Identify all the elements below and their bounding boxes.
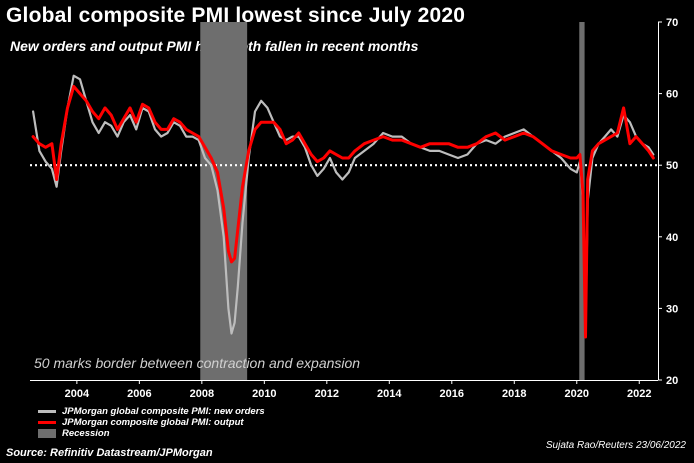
source-note: Source: Refinitiv Datastream/JPMorgan [6,447,213,459]
legend-item-new-orders: JPMorgan global composite PMI: new order… [38,406,265,417]
x-tick-label-2004: 2004 [65,388,90,400]
x-tick-label-2020: 2020 [565,388,589,400]
recession-bands [200,22,585,380]
y-tick-label-40: 40 [666,232,678,244]
y-tick-label-60: 60 [666,89,678,101]
x-tick-label-2008: 2008 [190,388,214,400]
x-tick-label-2022: 2022 [627,388,651,400]
y-tick-label-30: 30 [666,303,678,315]
legend-item-output: JPMorgan composite global PMI: output [38,417,265,428]
legend-swatch-recession [38,429,56,438]
x-tick-label-2012: 2012 [315,388,339,400]
legend-label-recession: Recession [62,428,110,439]
series-line-new-orders [31,74,655,335]
reference-line-label: 50 marks border between contraction and … [34,355,360,371]
x-tick-label-2016: 2016 [440,388,464,400]
legend-swatch-new-orders [38,410,56,413]
y-tick-label-50: 50 [666,160,678,172]
series-line-output [31,84,655,339]
axes: 20 30 40 50 60 70 2004 2006 2008 2010 2012 2014 2016… [30,17,678,400]
legend-swatch-output [38,421,56,424]
chart-title: Global composite PMI lowest since July 2… [6,4,466,27]
x-tick-label-2010: 2010 [252,388,276,400]
credit-note: Sujata Rao/Reuters 23/06/2022 [545,440,686,451]
legend: JPMorgan global composite PMI: new order… [38,406,265,439]
x-tick-label-2018: 2018 [502,388,526,400]
y-tick-label-70: 70 [666,17,678,29]
legend-label-output: JPMorgan composite global PMI: output [62,417,244,428]
series-lines [31,74,655,339]
y-tick-label-20: 20 [666,375,678,387]
legend-item-recession: Recession [38,428,265,439]
x-tick-label-2014: 2014 [377,388,402,400]
legend-label-new-orders: JPMorgan global composite PMI: new order… [62,406,265,417]
x-tick-label-2006: 2006 [127,388,151,400]
